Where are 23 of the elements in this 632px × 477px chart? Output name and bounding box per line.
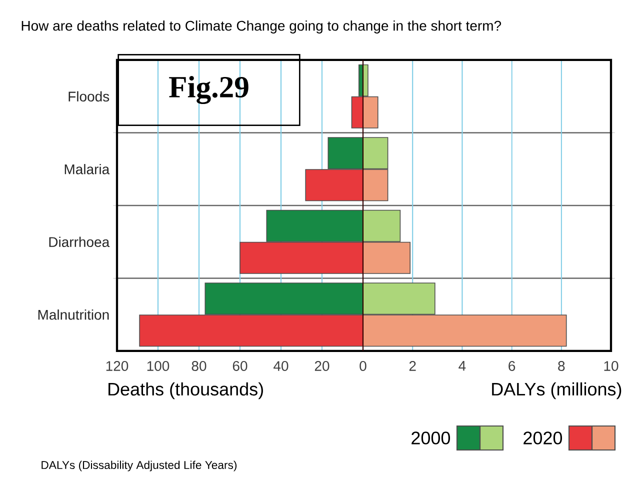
y-tick-label: Diarrhoea	[49, 236, 110, 248]
x-tick-label: 4	[458, 361, 466, 371]
legend-label: 2020	[524, 432, 562, 444]
x-tick-label: 80	[192, 361, 206, 371]
x-tick-label: 120	[106, 361, 128, 371]
y-tick-label: Malnutrition	[38, 309, 109, 320]
annotation: Fig.29	[169, 76, 248, 104]
x-tick-label: 20	[314, 361, 330, 371]
text: DALYs (Dissability Adjusted Life Years)	[42, 460, 237, 472]
x-tick-label: 40	[274, 361, 288, 371]
x-tick-label: 8	[558, 361, 565, 371]
chart-title: How are deaths related to Climate Change going to change in the short term?	[22, 20, 502, 34]
x-tick-label: 6	[508, 361, 516, 371]
x-tick-label: 60	[232, 361, 248, 371]
legend-label: 2000	[412, 432, 450, 444]
x-axis-title: Deaths (thousands)	[108, 382, 263, 400]
x-tick-label: 100	[147, 361, 170, 371]
y-tick-label: Malaria	[64, 164, 110, 174]
x-tick-label: 2	[409, 361, 416, 371]
x-axis-title: DALYs (millions)	[492, 382, 622, 400]
x-tick-label: 0	[360, 361, 366, 371]
y-tick-label: Floods	[68, 91, 110, 102]
x-tick-label: 10	[604, 361, 618, 371]
